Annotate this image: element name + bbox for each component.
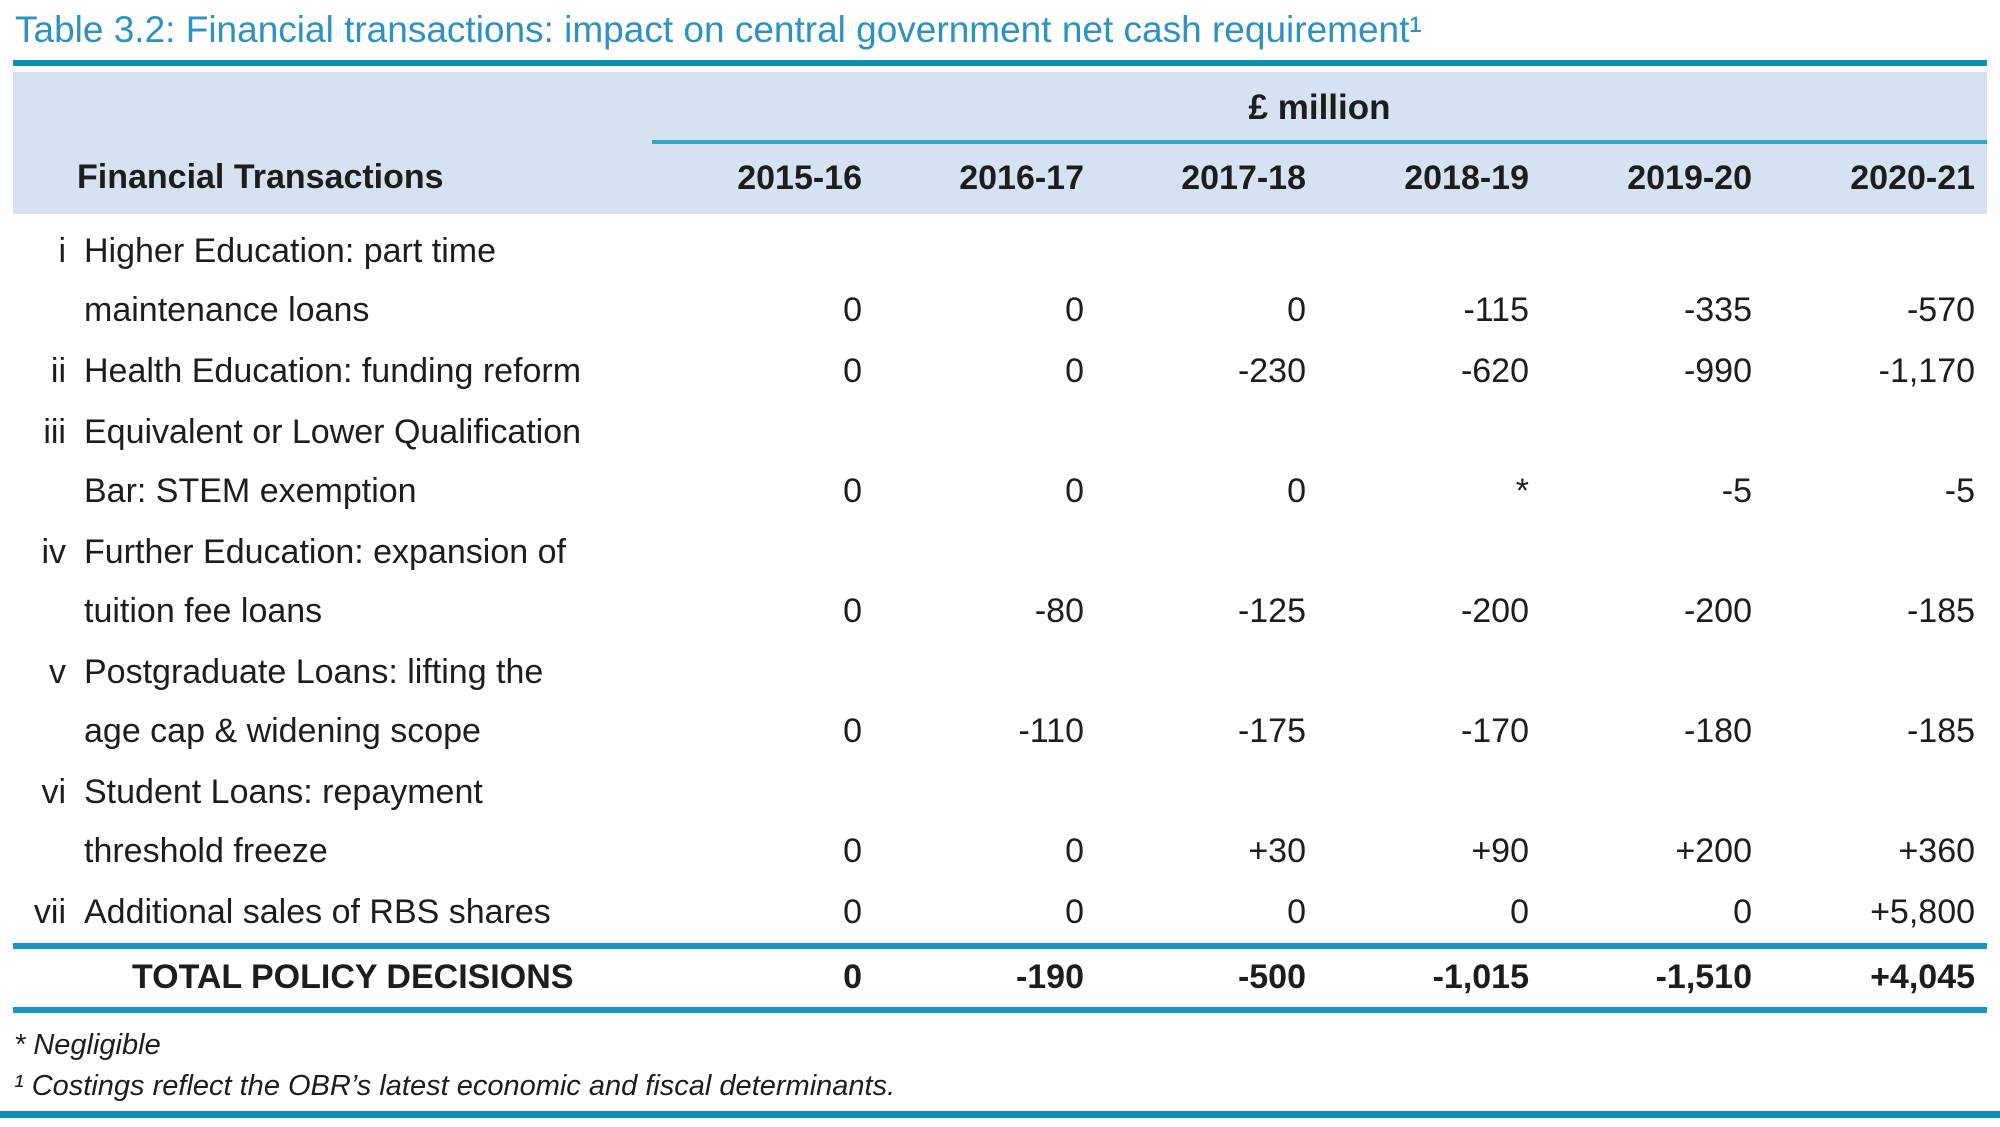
- total-cell-value: -1,510: [1541, 943, 1764, 1013]
- cell-value: 0: [1287, 893, 1306, 931]
- cell-value: -80: [1034, 592, 1084, 630]
- cell-value: -175: [1237, 712, 1306, 750]
- row-label: Equivalent or Lower Qualification Bar: S…: [84, 413, 582, 510]
- column-header-2018-19: 2018-19: [1318, 142, 1541, 214]
- total-policy-decisions-row: TOTAL POLICY DECISIONS 0 -190 -500 -1,01…: [13, 943, 1988, 1013]
- cell-value: 0: [843, 352, 862, 390]
- total-cell-value: +4,045: [1764, 943, 1988, 1013]
- cell-value: +360: [1898, 832, 1976, 870]
- unit-header: £ million: [652, 72, 1988, 144]
- total-row-spacer: [13, 943, 68, 1013]
- title-divider-rule: [13, 60, 1987, 66]
- cell-value: 0: [1065, 352, 1084, 390]
- cell-value: 0: [843, 472, 862, 510]
- cell-value: 0: [1065, 472, 1084, 510]
- table-row: v Postgraduate Loans: lifting the age ca…: [13, 642, 1987, 762]
- cell-value: -115: [1463, 291, 1529, 329]
- unit-header-spacer: [13, 72, 652, 142]
- cell-value: -1,170: [1878, 352, 1976, 390]
- footnotes: * Negligible ¹ Costings reflect the OBR’…: [14, 1025, 2000, 1107]
- row-numeral: ii: [50, 352, 66, 390]
- row-numeral: i: [58, 232, 66, 270]
- cell-value: 0: [1287, 291, 1306, 329]
- row-numeral: vi: [41, 773, 66, 811]
- cell-value: 0: [1065, 893, 1084, 931]
- cell-value: 0: [1065, 291, 1084, 329]
- cell-value: 0: [1065, 832, 1084, 870]
- total-cell-value: 0: [652, 943, 874, 1013]
- total-cell-value: -1,015: [1318, 943, 1541, 1013]
- cell-value: -200: [1460, 592, 1529, 630]
- row-header-financial-transactions: Financial Transactions: [13, 142, 652, 214]
- cell-value: -570: [1906, 291, 1976, 329]
- cell-value: -185: [1906, 592, 1976, 630]
- cell-value: -620: [1460, 352, 1529, 390]
- row-label: Postgraduate Loans: lifting the age cap …: [84, 653, 544, 750]
- bottom-divider-rule: [0, 1111, 2000, 1118]
- row-label: Higher Education: part time maintenance …: [84, 232, 496, 329]
- cell-value: +30: [1248, 832, 1306, 870]
- cell-value: 0: [843, 291, 862, 329]
- cell-value: +200: [1675, 832, 1752, 870]
- unit-header-row: £ million: [13, 72, 1988, 144]
- column-header-2020-21: 2020-21: [1764, 142, 1988, 214]
- cell-value: -125: [1237, 592, 1306, 630]
- table-row: vi Student Loans: repayment threshold fr…: [13, 762, 1987, 882]
- financial-transactions-table: £ million Financial Transactions 2015-16…: [13, 72, 1988, 1013]
- row-numeral: v: [49, 653, 66, 691]
- cell-value: 0: [843, 893, 862, 931]
- cell-value: -110: [1018, 712, 1084, 750]
- cell-value: 0: [843, 832, 862, 870]
- cell-value: 0: [843, 712, 862, 750]
- table-row: ii Health Education: funding reform 0 0 …: [13, 341, 1987, 402]
- cell-value: *: [1515, 472, 1529, 510]
- column-header-row: Financial Transactions 2015-16 2016-17 2…: [13, 142, 1988, 214]
- cell-value: -5: [1721, 472, 1752, 510]
- row-numeral: vii: [33, 893, 66, 931]
- table-row: iv Further Education: expansion of tuiti…: [13, 522, 1987, 642]
- total-cell-value: -500: [1096, 943, 1318, 1013]
- row-label: Student Loans: repayment threshold freez…: [84, 773, 483, 870]
- row-numeral: iv: [41, 533, 66, 571]
- total-row-label: TOTAL POLICY DECISIONS: [68, 943, 652, 1013]
- table-title: Table 3.2: Financial transactions: impac…: [15, 9, 1422, 50]
- cell-value: 0: [1733, 893, 1752, 931]
- cell-value: +90: [1471, 832, 1529, 870]
- cell-value: -170: [1460, 712, 1529, 750]
- cell-value: -200: [1683, 592, 1752, 630]
- footnote-costings: ¹ Costings reflect the OBR’s latest econ…: [14, 1070, 896, 1102]
- total-cell-value: -190: [874, 943, 1096, 1013]
- table-row: i Higher Education: part time maintenanc…: [13, 214, 1987, 341]
- cell-value: -180: [1683, 712, 1752, 750]
- cell-value: 0: [843, 592, 862, 630]
- financial-transactions-table-wrap: £ million Financial Transactions 2015-16…: [13, 72, 2000, 1013]
- column-header-2017-18: 2017-18: [1096, 142, 1318, 214]
- footnote-negligible: * Negligible: [14, 1029, 161, 1061]
- row-label: Further Education: expansion of tuition …: [84, 533, 566, 630]
- cell-value: -230: [1237, 352, 1306, 390]
- cell-value: -335: [1683, 291, 1752, 329]
- table-row: iii Equivalent or Lower Qualification Ba…: [13, 402, 1987, 522]
- row-label: Health Education: funding reform: [84, 352, 582, 390]
- column-header-2015-16: 2015-16: [652, 142, 874, 214]
- column-header-2019-20: 2019-20: [1541, 142, 1764, 214]
- column-header-2016-17: 2016-17: [874, 142, 1096, 214]
- cell-value: -990: [1683, 352, 1752, 390]
- cell-value: -185: [1906, 712, 1976, 750]
- table-row: vii Additional sales of RBS shares 0 0 0…: [13, 882, 1987, 946]
- cell-value: -5: [1944, 472, 1976, 510]
- row-label: Additional sales of RBS shares: [84, 893, 551, 931]
- cell-value: 0: [1287, 472, 1306, 510]
- cell-value: 0: [1510, 893, 1529, 931]
- row-numeral: iii: [43, 413, 66, 451]
- cell-value: +5,800: [1870, 893, 1976, 931]
